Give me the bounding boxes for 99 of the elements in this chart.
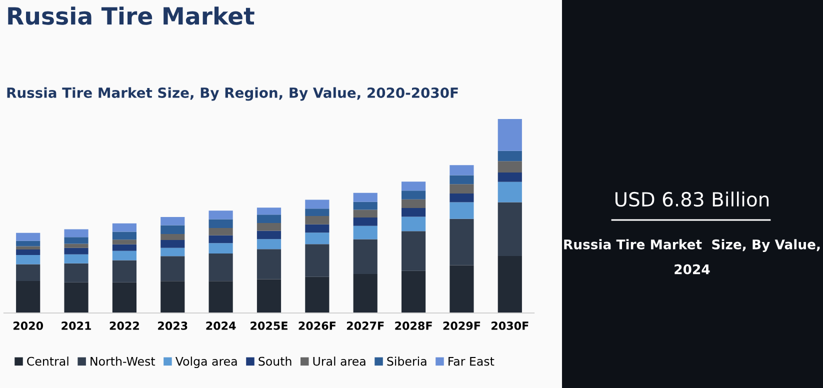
bar (450, 184, 474, 194)
bar (160, 234, 185, 240)
bar (256, 214, 282, 223)
bar (256, 279, 282, 313)
bar (208, 219, 233, 228)
legend-label: South (258, 356, 292, 366)
bar (498, 202, 522, 256)
bar (498, 161, 522, 173)
bar (160, 256, 185, 282)
bar (16, 250, 40, 255)
x-tick-label: 2021 (62, 322, 91, 330)
bar (498, 172, 522, 182)
bar (305, 244, 330, 277)
bar (498, 150, 522, 162)
bar (402, 208, 426, 217)
bar (450, 193, 474, 202)
bar (16, 246, 40, 250)
text: Russia Tire Market Size, By Value, 2024 (564, 239, 820, 274)
bar (305, 276, 330, 313)
bar (450, 218, 474, 266)
x-tick-label: 2024 (206, 322, 236, 330)
bar (112, 232, 136, 240)
bar (305, 200, 330, 209)
x-tick-label: 2026F (298, 322, 336, 330)
bar (305, 224, 330, 233)
bar (208, 228, 233, 236)
bar (16, 254, 40, 264)
bar (112, 240, 136, 244)
legend-label: Siberia (387, 356, 426, 366)
bar (64, 248, 88, 254)
legend-label: Volga area (175, 356, 237, 368)
x-tick-label: 2030F (492, 322, 528, 330)
bar (64, 237, 88, 244)
bar (353, 218, 378, 226)
bar (256, 222, 282, 231)
bar (16, 264, 40, 281)
bar (112, 260, 136, 282)
x-tick-label: 2025E (250, 322, 288, 330)
text: USD 6.83 Billion (616, 192, 769, 207)
bar (112, 282, 136, 313)
bar (402, 231, 426, 271)
bar (256, 230, 282, 240)
x-tick-label: 2029F (443, 322, 480, 330)
bar (402, 216, 426, 232)
bar (256, 249, 282, 280)
bar (305, 208, 330, 216)
bar (64, 254, 88, 264)
bar (402, 270, 426, 313)
bar (160, 216, 185, 226)
x-tick-label: 2023 (158, 322, 188, 330)
bar (208, 243, 233, 254)
bar (353, 239, 378, 274)
bar (353, 210, 378, 218)
bar (112, 250, 136, 260)
bar (160, 248, 185, 256)
bar (208, 235, 233, 244)
chart-title: Russia Tire Market (8, 6, 254, 25)
bar (498, 182, 522, 202)
bar (16, 280, 40, 313)
bar (450, 175, 474, 184)
bar (64, 282, 88, 313)
bar (64, 263, 88, 282)
x-tick-label: 2028F (395, 322, 432, 330)
legend-label: North-West (90, 356, 156, 366)
bar (498, 256, 522, 313)
bar (208, 210, 233, 220)
bar (305, 216, 330, 224)
legend-label: Ural area (313, 356, 366, 366)
bar (112, 244, 136, 251)
bar (402, 182, 426, 191)
bar (402, 190, 426, 200)
bar (16, 240, 40, 246)
bar (16, 232, 40, 241)
x-tick-label: 2022 (110, 322, 139, 330)
bar (64, 244, 88, 248)
x-tick-label: 2027F (346, 322, 384, 330)
bar (112, 223, 136, 232)
bar (353, 274, 378, 313)
bar (402, 199, 426, 208)
bar (353, 226, 378, 240)
chart-subtitle: Russia Tire Market Size, By Region, By Value, 2020-2030F (7, 87, 458, 101)
bar (450, 202, 474, 219)
legend-label: Central (27, 356, 68, 366)
x-tick-label: 2020 (14, 322, 44, 330)
bar (256, 239, 282, 250)
bar (64, 229, 88, 238)
bar (256, 208, 282, 215)
legend-label: Far East (448, 356, 494, 366)
bar (353, 202, 378, 210)
bar (160, 281, 185, 313)
bar (305, 232, 330, 244)
bar (498, 119, 522, 151)
bar (160, 240, 185, 248)
bar (160, 225, 185, 234)
bar (208, 281, 233, 313)
bar (208, 253, 233, 282)
bar (353, 192, 378, 202)
bar (450, 165, 474, 176)
bar (450, 265, 474, 313)
